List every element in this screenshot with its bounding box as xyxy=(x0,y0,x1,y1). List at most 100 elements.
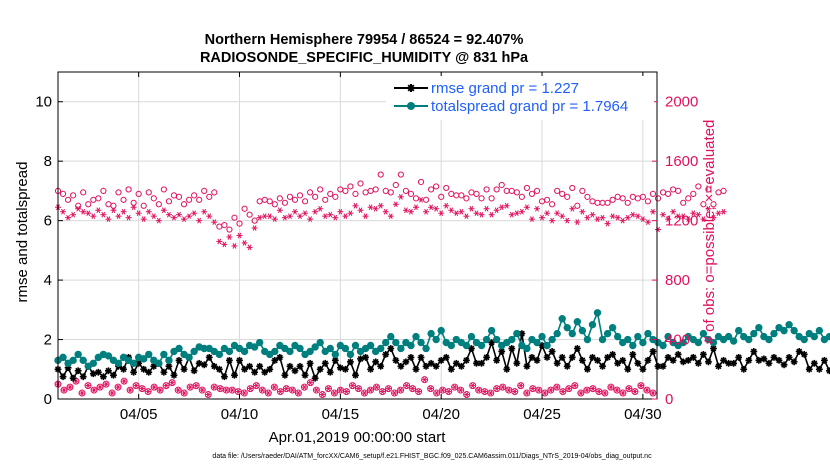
asterisk-stroke xyxy=(635,213,640,220)
asterisk-stroke xyxy=(374,384,379,390)
obs-evaluated-marker xyxy=(433,205,440,212)
obs-possible-marker xyxy=(261,196,268,203)
obs-evaluated-marker xyxy=(191,210,198,217)
obs-possible-marker xyxy=(95,195,102,202)
asterisk-stroke xyxy=(303,210,307,217)
totalspread-point xyxy=(613,332,622,341)
rmse-point-stroke xyxy=(357,355,364,362)
obs-low-possible-marker xyxy=(180,389,188,397)
obs-possible-marker xyxy=(680,199,687,206)
obs-low-evaluated-marker xyxy=(440,387,446,393)
rmse-point xyxy=(367,365,375,373)
asterisk-stroke xyxy=(513,389,517,394)
asterisk-stroke xyxy=(252,225,257,231)
obs-possible-marker xyxy=(312,193,319,200)
obs-evaluated-marker xyxy=(181,216,188,222)
asterisk-stroke xyxy=(429,204,434,211)
obs-possible-marker xyxy=(241,205,248,212)
obs-low-evaluated-marker xyxy=(620,390,626,396)
rmse-point-stroke xyxy=(649,348,656,355)
asterisk-stroke xyxy=(494,207,499,214)
asterisk-stroke xyxy=(207,213,212,220)
obs-low-evaluated-marker xyxy=(608,384,614,390)
obs-low-possible-marker xyxy=(487,389,495,397)
obs-possible-marker xyxy=(574,202,581,209)
rmse-point-stroke xyxy=(165,363,172,370)
y-tick-label: 2 xyxy=(44,332,52,349)
obs-low-evaluated-marker xyxy=(476,387,482,393)
rmse-point-stroke xyxy=(473,360,480,367)
rmse-point xyxy=(463,356,470,364)
asterisk-stroke xyxy=(590,211,595,218)
rmse-point-stroke xyxy=(438,357,445,364)
obs-evaluated-marker xyxy=(700,216,707,222)
obs-evaluated-marker xyxy=(655,226,662,233)
rmse-point xyxy=(735,353,743,361)
obs-possible-marker xyxy=(165,198,173,205)
asterisk-stroke xyxy=(530,216,534,222)
asterisk-stroke xyxy=(549,387,553,393)
rmse-point xyxy=(200,361,208,369)
asterisk-stroke xyxy=(328,211,333,218)
obs-possible-marker xyxy=(695,183,702,190)
obs-evaluated-marker xyxy=(221,241,228,248)
rmse-point-stroke xyxy=(483,354,490,361)
obs-evaluated-marker xyxy=(382,208,389,215)
obs-low-evaluated-marker xyxy=(434,390,440,396)
obs-low-possible-marker xyxy=(523,389,531,397)
rmse-point xyxy=(261,368,269,376)
x-tick-label: 04/15 xyxy=(322,406,360,423)
rmse-point xyxy=(442,353,450,361)
obs-low-possible-marker xyxy=(96,383,104,391)
asterisk-stroke xyxy=(308,216,313,222)
asterisk-stroke xyxy=(348,210,353,217)
obs-low-possible-marker xyxy=(403,382,411,390)
rmse-point-stroke xyxy=(740,366,747,373)
obs-low-possible-marker xyxy=(625,385,633,393)
rmse-point xyxy=(286,362,294,370)
rmse-point xyxy=(689,353,697,361)
rmse-point xyxy=(352,371,359,379)
obs-low-evaluated-marker xyxy=(596,389,602,394)
obs-evaluated-marker xyxy=(473,210,480,217)
asterisk-stroke xyxy=(202,208,207,215)
totalspread-point xyxy=(467,332,476,341)
asterisk-stroke xyxy=(166,211,171,218)
rmse-point-stroke xyxy=(544,354,551,361)
asterisk-stroke xyxy=(296,390,301,396)
asterisk-stroke xyxy=(625,214,630,221)
asterisk-stroke xyxy=(260,387,265,393)
obs-possible-marker xyxy=(654,195,662,202)
asterisk-stroke xyxy=(293,208,297,215)
rmse-point-stroke xyxy=(271,357,278,364)
asterisk-stroke xyxy=(509,211,514,218)
obs-low-evaluated-marker xyxy=(410,386,416,392)
obs-possible-marker xyxy=(599,199,606,206)
rmse-point-stroke xyxy=(503,366,510,373)
asterisk-stroke xyxy=(257,214,262,221)
totalspread-point xyxy=(185,353,193,362)
obs-low-possible-marker xyxy=(114,383,122,391)
totalspread-point xyxy=(477,341,486,350)
obs-evaluated-marker xyxy=(438,210,445,217)
totalspread-point xyxy=(659,341,667,350)
obs-low-possible-marker xyxy=(84,382,92,390)
obs-possible-marker xyxy=(266,198,273,205)
rmse-point xyxy=(750,348,758,355)
obs-low-possible-marker xyxy=(138,385,146,393)
obs-low-possible-marker xyxy=(463,391,471,399)
obs-possible-marker xyxy=(296,192,304,199)
obs-evaluated-marker xyxy=(418,196,425,203)
rmse-point-stroke xyxy=(549,348,556,355)
asterisk-stroke xyxy=(182,390,186,396)
rmse-point xyxy=(810,359,818,367)
rmse-point xyxy=(205,353,213,361)
asterisk-stroke xyxy=(170,380,174,386)
asterisk-stroke xyxy=(676,213,681,220)
asterisk-stroke xyxy=(454,210,459,217)
obs-possible-marker xyxy=(503,187,510,195)
asterisk-stroke xyxy=(484,205,489,212)
obs-low-evaluated-marker xyxy=(199,387,205,393)
obs-evaluated-marker xyxy=(458,208,465,215)
obs-low-possible-marker xyxy=(409,385,417,393)
